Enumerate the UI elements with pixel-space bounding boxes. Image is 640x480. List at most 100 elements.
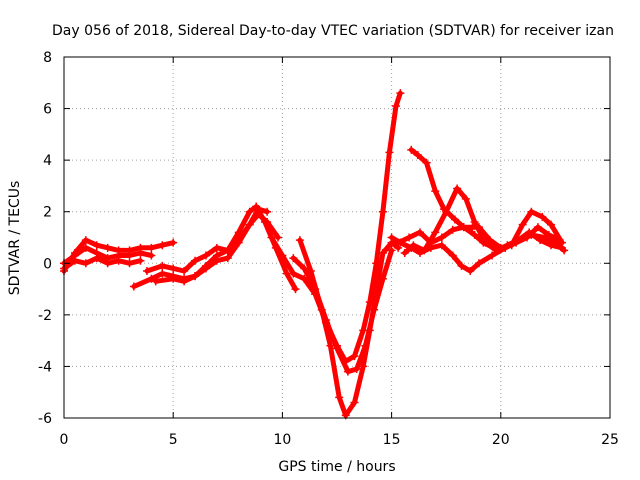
data-point <box>533 223 542 232</box>
data-point <box>147 274 156 283</box>
data-point <box>267 233 276 242</box>
y-tick-label: -6 <box>38 411 52 427</box>
data-point <box>311 285 320 294</box>
data-point <box>391 101 400 110</box>
data-point <box>158 261 167 270</box>
x-tick-label: 5 <box>169 432 178 448</box>
data-point <box>136 248 145 257</box>
data-point <box>201 264 210 273</box>
data-point <box>114 256 123 265</box>
data-point <box>437 241 446 250</box>
data-point <box>291 285 300 294</box>
data-point <box>158 269 167 278</box>
y-axis-label: SDTVAR / TECUs <box>7 181 23 296</box>
data-point <box>431 187 440 196</box>
data-point <box>400 248 409 257</box>
y-tick-label: 2 <box>43 205 52 221</box>
data-point <box>370 305 379 314</box>
data-point <box>147 251 156 260</box>
series-trace-sat-d <box>131 204 298 292</box>
data-point <box>405 233 414 242</box>
data-point <box>180 277 189 286</box>
data-point <box>191 272 200 281</box>
data-point <box>437 233 446 242</box>
data-point <box>470 218 479 227</box>
data-point <box>378 207 387 216</box>
data-point <box>501 243 510 252</box>
data-point <box>387 246 396 255</box>
data-point <box>191 256 200 265</box>
data-point <box>103 243 112 252</box>
data-point <box>536 236 545 245</box>
data-point <box>129 282 138 291</box>
plot-frame <box>63 56 611 419</box>
data-point <box>426 238 435 247</box>
data-point <box>295 236 304 245</box>
y-tick-label: 0 <box>43 256 52 272</box>
data-point <box>212 243 221 252</box>
data-point <box>457 261 466 270</box>
data-point <box>92 254 101 263</box>
data-point <box>422 158 431 167</box>
data-point <box>547 220 556 229</box>
data-point <box>413 150 422 159</box>
data-point <box>81 259 90 268</box>
data-point <box>322 316 331 325</box>
data-point <box>448 251 457 260</box>
data-point <box>453 184 462 193</box>
data-point <box>461 194 470 203</box>
x-axis-label: GPS time / hours <box>278 459 395 475</box>
data-point <box>407 145 416 154</box>
data-point <box>420 246 429 255</box>
data-point <box>394 238 403 247</box>
data-point <box>343 367 352 376</box>
data-point <box>125 251 134 260</box>
data-point <box>169 274 178 283</box>
y-tick-label: 6 <box>43 102 52 118</box>
data-point <box>350 398 359 407</box>
data-point <box>350 352 359 361</box>
data-point <box>136 256 145 265</box>
x-tick-label: 10 <box>273 432 291 448</box>
data-point <box>409 241 418 250</box>
data-point <box>142 267 151 276</box>
data-point <box>488 251 497 260</box>
data-point <box>512 238 521 247</box>
data-point <box>387 233 396 242</box>
data-point <box>378 248 387 257</box>
data-point <box>300 264 309 273</box>
ticks: 0 5 10 15 20 25 -6 -4 -2 0 2 4 6 8 <box>38 50 619 448</box>
data-point <box>359 362 368 371</box>
data-point <box>326 341 335 350</box>
data-point <box>70 256 79 265</box>
data-point <box>352 365 361 374</box>
x-tick-label: 20 <box>492 432 510 448</box>
data-point <box>415 228 424 237</box>
data-point <box>538 212 547 221</box>
data-point <box>557 243 566 252</box>
data-point <box>234 238 243 247</box>
data-point <box>103 259 112 268</box>
data-point <box>361 341 370 350</box>
data-point <box>263 207 272 216</box>
data-point <box>223 254 232 263</box>
data-point <box>459 223 468 232</box>
data-point <box>147 243 156 252</box>
data-point <box>544 230 553 239</box>
data-point <box>333 344 341 353</box>
data-point <box>450 215 459 224</box>
series-trace-sat-g <box>269 90 403 364</box>
data-point <box>442 207 451 216</box>
data-point <box>527 207 536 216</box>
data-point <box>335 393 344 402</box>
data-point <box>92 241 101 250</box>
x-tick-label: 15 <box>383 432 401 448</box>
data-point <box>263 218 272 227</box>
data-point <box>180 267 189 276</box>
data-point <box>245 207 254 216</box>
data-point <box>378 274 387 283</box>
data-point <box>169 238 178 247</box>
data-point <box>470 230 479 239</box>
data-point <box>466 267 475 276</box>
